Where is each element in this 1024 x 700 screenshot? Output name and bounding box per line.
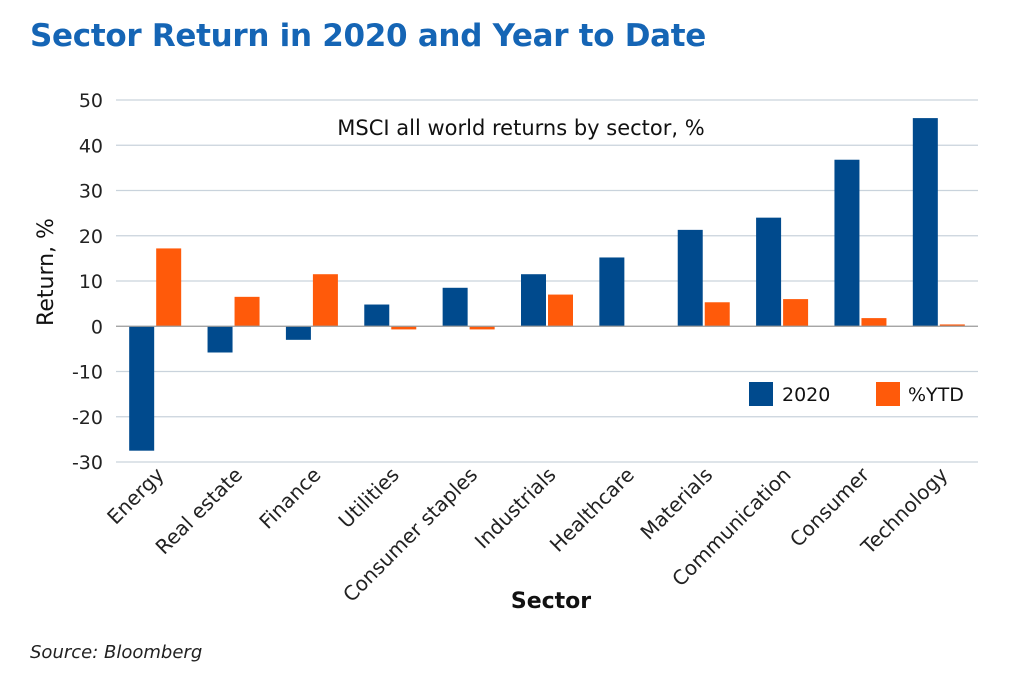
y-tick-label: 40: [79, 135, 103, 157]
y-tick-labels: 50 40 30 20 10 0 -10 -20 -30: [72, 90, 103, 474]
legend-swatch-2020: [749, 382, 773, 406]
bar-2020-real-estate: [207, 326, 233, 353]
y-tick-label: -20: [72, 407, 103, 429]
legend-swatch-ytd: [876, 382, 900, 406]
bar-2020-utilities: [364, 304, 390, 327]
bar-2020-healthcare: [599, 257, 625, 327]
y-tick-label: -30: [72, 452, 103, 474]
x-category-label: Finance: [254, 463, 325, 534]
y-tick-label: 50: [79, 90, 103, 112]
bar-2020-consumer: [834, 159, 860, 327]
legend-label-2020: 2020: [782, 384, 830, 406]
y-tick-label: -10: [72, 362, 103, 384]
y-axis-title: Return, %: [34, 218, 59, 326]
bar-2020-technology: [912, 118, 938, 327]
bar-ytd-consumer-staples: [469, 326, 495, 330]
bar-ytd-communication: [783, 299, 809, 327]
legend-label-ytd: %YTD: [908, 384, 964, 406]
bar-ytd-consumer: [861, 318, 887, 327]
bar-ytd-industrials: [548, 294, 573, 327]
bars: [129, 118, 965, 451]
x-category-label: Materials: [635, 463, 717, 545]
bar-ytd-utilities: [391, 326, 417, 330]
bar-ytd-energy: [156, 248, 182, 327]
bar-2020-finance: [285, 326, 311, 340]
x-category-label: Consumer staples: [338, 463, 482, 607]
y-tick-label: 0: [91, 316, 103, 338]
bar-ytd-technology: [939, 324, 965, 327]
x-axis-title: Sector: [511, 589, 591, 614]
source-note: Source: Bloomberg: [30, 642, 203, 663]
bar-2020-communication: [756, 217, 782, 327]
y-tick-label: 30: [79, 181, 103, 203]
bar-ytd-finance: [312, 274, 338, 327]
x-category-label: Utilities: [334, 463, 404, 533]
bar-ytd-materials: [704, 302, 730, 327]
grid-lines: [116, 99, 978, 463]
bar-ytd-real-estate: [234, 296, 260, 327]
bar-2020-consumer-staples: [442, 287, 468, 327]
bar-2020-energy: [129, 326, 155, 451]
bar-2020-industrials: [521, 274, 546, 327]
legend: 2020 %YTD: [749, 382, 964, 406]
y-tick-label: 10: [79, 271, 103, 293]
x-category-label: Energy: [102, 462, 169, 529]
page-title: Sector Return in 2020 and Year to Date: [30, 18, 707, 54]
chart-subtitle: MSCI all world returns by sector, %: [337, 116, 704, 140]
y-tick-label: 20: [79, 226, 103, 248]
bar-2020-materials: [677, 229, 703, 327]
x-category-label: Healthcare: [545, 463, 639, 557]
